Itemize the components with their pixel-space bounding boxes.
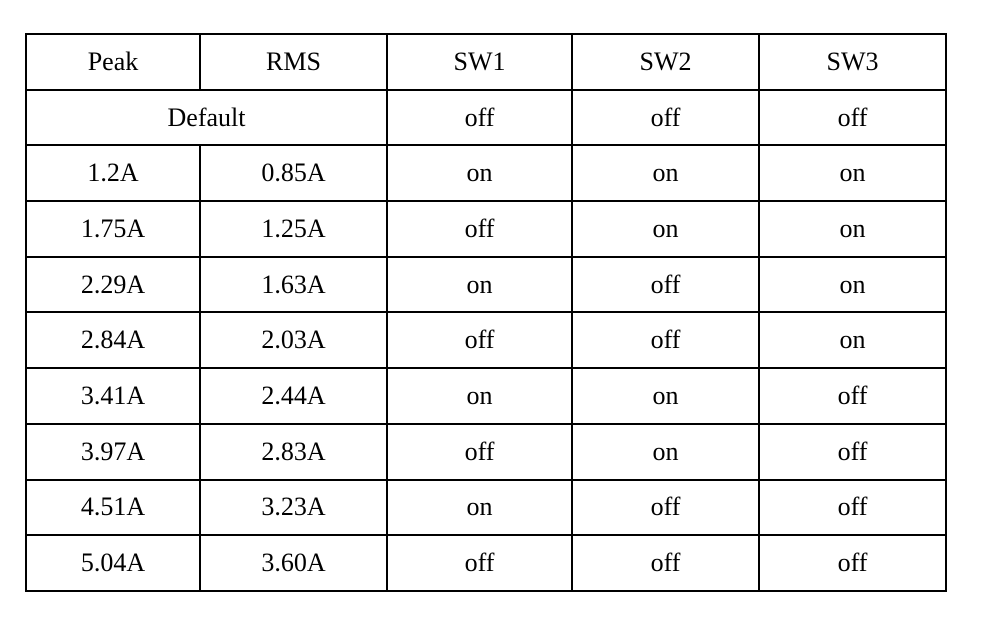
peak-cell: 3.97A <box>25 422 201 481</box>
sw2-cell: off <box>571 478 760 537</box>
table-row: 1.75A 1.25A off on on <box>25 200 947 258</box>
default-label-cell: Default <box>25 88 388 147</box>
rms-cell: 2.03A <box>199 311 388 370</box>
sw1-cell: off <box>386 422 573 481</box>
col-header-sw2: SW2 <box>571 33 760 91</box>
default-row: Default off off off <box>25 88 947 147</box>
sw3-cell: off <box>758 422 947 481</box>
table-row: 5.04A 3.60A off off off <box>25 534 947 592</box>
rms-cell: 1.25A <box>199 200 388 258</box>
header-row: Peak RMS SW1 SW2 SW3 <box>25 33 947 91</box>
rms-cell: 3.23A <box>199 478 388 537</box>
sw2-cell: on <box>571 422 760 481</box>
sw1-cell: on <box>386 144 573 203</box>
sw3-cell: on <box>758 200 947 258</box>
peak-cell: 5.04A <box>25 534 201 592</box>
peak-cell: 1.2A <box>25 144 201 203</box>
sw1-cell: on <box>386 255 573 314</box>
col-header-peak: Peak <box>25 33 201 91</box>
sw2-cell: off <box>571 88 760 147</box>
peak-cell: 2.29A <box>25 255 201 314</box>
sw1-cell: on <box>386 478 573 537</box>
peak-cell: 3.41A <box>25 367 201 425</box>
rms-cell: 0.85A <box>199 144 388 203</box>
col-header-rms: RMS <box>199 33 388 91</box>
sw3-cell: on <box>758 311 947 370</box>
col-header-sw1: SW1 <box>386 33 573 91</box>
rms-cell: 3.60A <box>199 534 388 592</box>
table-row: 1.2A 0.85A on on on <box>25 144 947 203</box>
sw1-cell: off <box>386 200 573 258</box>
sw2-cell: off <box>571 311 760 370</box>
peak-cell: 4.51A <box>25 478 201 537</box>
table-row: 2.84A 2.03A off off on <box>25 311 947 370</box>
col-header-sw3: SW3 <box>758 33 947 91</box>
rms-cell: 2.83A <box>199 422 388 481</box>
sw1-cell: off <box>386 534 573 592</box>
current-settings-table: Peak RMS SW1 SW2 SW3 Default off off off… <box>25 33 947 592</box>
rms-cell: 1.63A <box>199 255 388 314</box>
sw3-cell: off <box>758 478 947 537</box>
sw2-cell: on <box>571 200 760 258</box>
peak-cell: 2.84A <box>25 311 201 370</box>
sw2-cell: off <box>571 255 760 314</box>
table-row: 2.29A 1.63A on off on <box>25 255 947 314</box>
table-row: 3.97A 2.83A off on off <box>25 422 947 481</box>
sw2-cell: on <box>571 367 760 425</box>
rms-cell: 2.44A <box>199 367 388 425</box>
sw3-cell: off <box>758 88 947 147</box>
sw3-cell: off <box>758 534 947 592</box>
sw1-cell: off <box>386 88 573 147</box>
table-row: 3.41A 2.44A on on off <box>25 367 947 425</box>
sw2-cell: off <box>571 534 760 592</box>
peak-cell: 1.75A <box>25 200 201 258</box>
sw3-cell: on <box>758 144 947 203</box>
sw2-cell: on <box>571 144 760 203</box>
table-row: 4.51A 3.23A on off off <box>25 478 947 537</box>
sw1-cell: off <box>386 311 573 370</box>
sw1-cell: on <box>386 367 573 425</box>
sw3-cell: on <box>758 255 947 314</box>
sw3-cell: off <box>758 367 947 425</box>
